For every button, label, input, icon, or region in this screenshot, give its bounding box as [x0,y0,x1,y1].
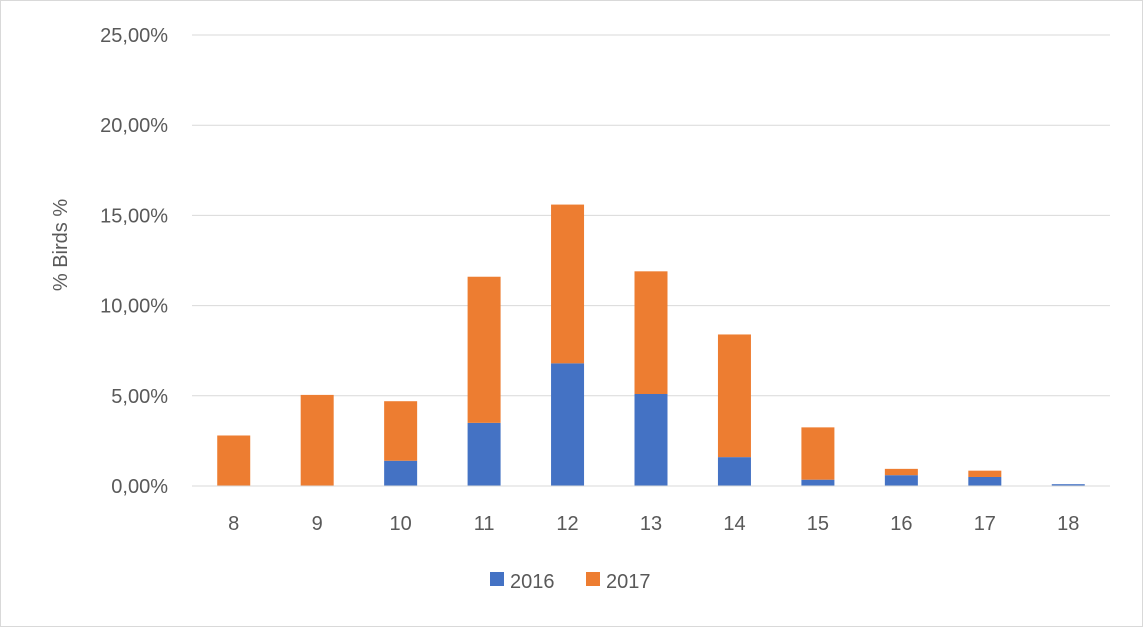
x-tick-label: 16 [890,513,912,535]
legend: 2016 2017 [490,571,651,593]
bar-2017-14 [717,334,751,458]
x-tick-label: 12 [556,513,578,535]
x-tick-label: 14 [723,513,745,535]
bar-2016-14 [717,457,751,486]
x-tick-label: 18 [1057,513,1079,535]
bar-2017-8 [217,435,251,486]
bar-2017-11 [467,276,501,423]
x-tick-label: 15 [807,513,829,535]
bar-2017-9 [300,394,334,486]
bar-2017-17 [968,470,1002,477]
y-tick-label: 5,00% [111,386,168,408]
bar-2017-15 [801,427,835,480]
bars [217,204,1085,486]
bar-2017-13 [634,271,668,394]
y-tick-labels: 0,00% 5,00% 10,00% 15,00% 20,00% 25,00% [100,25,168,498]
x-tick-label: 9 [312,513,323,535]
x-tick-label: 10 [390,513,412,535]
x-tick-label: 11 [474,513,495,535]
bar-2016-12 [551,363,585,486]
bar-2017-10 [384,401,418,461]
x-tick-labels: 8 9 10 11 12 13 14 15 16 17 18 [228,513,1079,535]
legend-swatch-2017 [586,572,600,586]
y-tick-label: 0,00% [111,476,168,498]
y-tick-label: 20,00% [100,115,168,137]
y-tick-label: 10,00% [100,296,168,318]
legend-swatch-2016 [490,572,504,586]
y-tick-label: 25,00% [100,25,168,47]
legend-label-2016: 2016 [510,571,555,593]
bar-2016-15 [801,479,835,486]
x-tick-label: 8 [228,513,239,535]
gridlines [192,34,1110,397]
legend-label-2017: 2017 [606,571,651,593]
bar-2016-13 [634,393,668,486]
y-axis-title: % Birds % [50,199,72,291]
bar-2016-16 [884,475,918,486]
bar-2017-12 [551,204,585,364]
bar-2016-18 [1051,484,1085,486]
bar-2016-11 [467,422,501,486]
bar-2017-16 [884,468,918,476]
bar-2016-10 [384,460,418,486]
x-tick-label: 13 [640,513,662,535]
x-tick-label: 17 [974,513,996,535]
bar-2016-17 [968,476,1002,486]
y-tick-label: 15,00% [100,205,168,227]
